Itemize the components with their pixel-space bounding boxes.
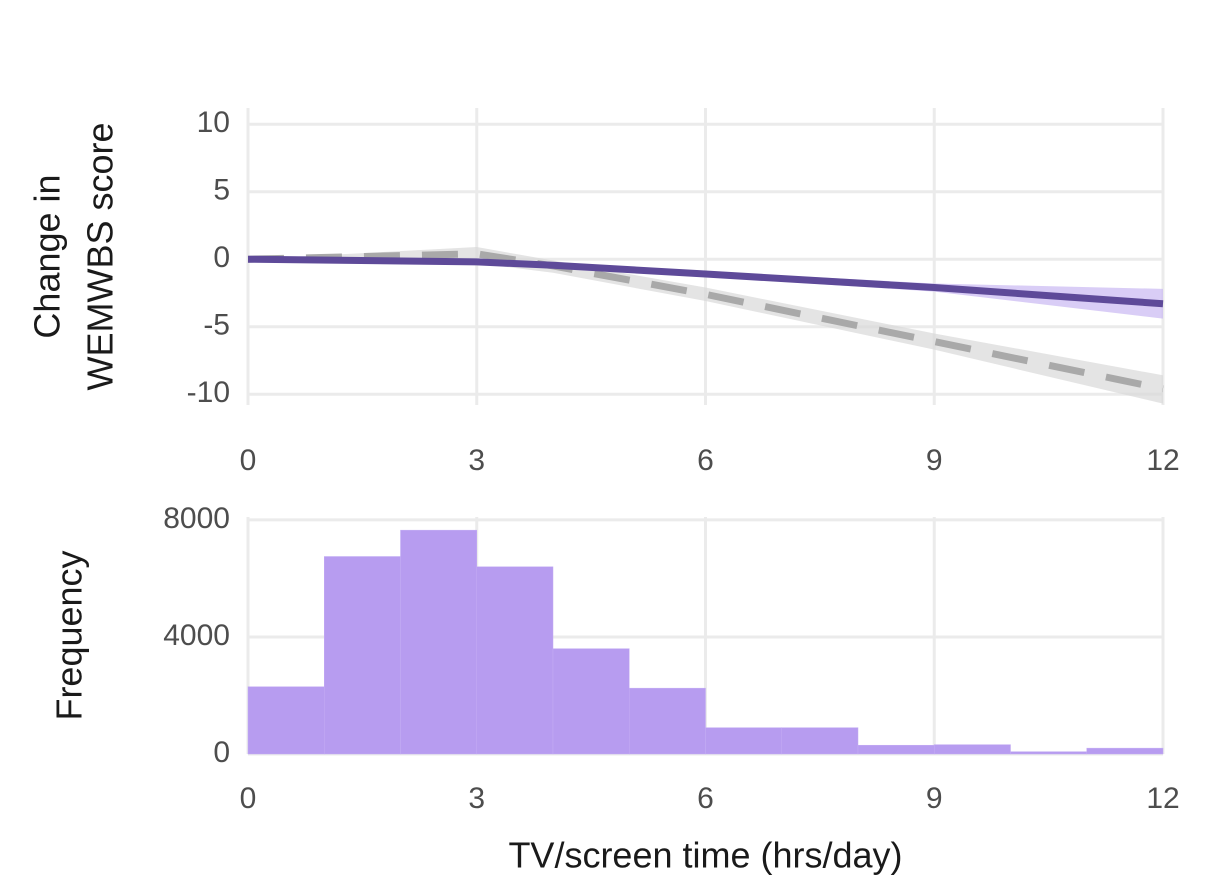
histogram-bar [247, 686, 325, 755]
x-tick-label: 9 [926, 782, 943, 815]
histogram-bar [1086, 747, 1164, 755]
x-tick-label: 3 [468, 782, 485, 815]
x-tick-label: 6 [697, 444, 714, 477]
histogram-bar [629, 687, 706, 755]
y-tick-label: 4000 [163, 619, 230, 652]
histogram-bar [1010, 751, 1087, 755]
y-axis-title: WEMWBS score [80, 122, 121, 390]
histogram-bar [476, 566, 554, 755]
histogram-bar [857, 744, 935, 755]
x-tick-label: 9 [926, 444, 943, 477]
y-tick-label: 5 [213, 174, 230, 207]
histogram-bar [934, 744, 1011, 755]
x-tick-label: 6 [697, 782, 714, 815]
x-tick-label: 0 [240, 444, 257, 477]
histogram-bar [705, 727, 782, 755]
x-axis-title: TV/screen time (hrs/day) [508, 835, 902, 876]
y-tick-label: -5 [203, 309, 230, 342]
histogram-bar [552, 648, 630, 755]
histogram-bar [400, 529, 477, 755]
line [247, 250, 1164, 393]
y-axis-title: Frequency [49, 550, 90, 720]
y-axis-title: Change in [27, 174, 68, 338]
y-tick-label: 0 [213, 241, 230, 274]
y-tick-label: 8000 [163, 502, 230, 535]
y-tick-label: 0 [213, 736, 230, 769]
x-tick-label: 12 [1146, 782, 1179, 815]
y-tick-label: 10 [197, 106, 230, 139]
y-tick-label: -10 [187, 376, 230, 409]
histogram-bar [324, 556, 401, 755]
line [247, 255, 1164, 308]
x-tick-label: 0 [240, 782, 257, 815]
x-tick-label: 12 [1146, 444, 1179, 477]
x-tick-label: 3 [468, 444, 485, 477]
histogram-bar [781, 727, 859, 755]
